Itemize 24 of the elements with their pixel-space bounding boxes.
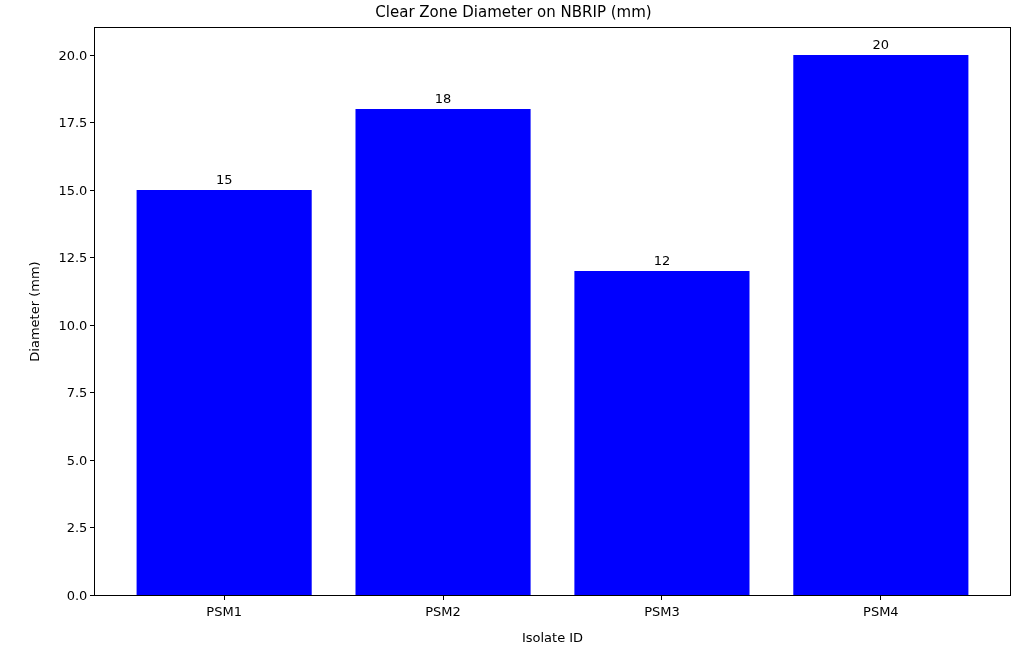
bar — [574, 271, 750, 595]
x-tick-label: PSM1 — [206, 603, 242, 619]
y-tick-label: 7.5 — [66, 385, 88, 401]
y-tick-label: 15.0 — [58, 182, 88, 198]
data-label: 12 — [653, 253, 671, 268]
data-label: 15 — [215, 172, 233, 187]
x-axis-title: Isolate ID — [521, 630, 584, 646]
x-tick-label: PSM3 — [644, 603, 680, 619]
y-tick-label: 10.0 — [58, 317, 88, 333]
y-axis-title: Diameter (mm) — [27, 261, 43, 362]
bar — [355, 109, 531, 595]
data-label: 20 — [872, 37, 890, 52]
bar — [793, 55, 969, 595]
y-tick-label: 2.5 — [66, 520, 88, 536]
y-tick-label: 0.0 — [66, 587, 88, 603]
chart-title: Clear Zone Diameter on NBRIP (mm) — [375, 3, 652, 22]
bar — [136, 190, 312, 595]
x-tick-label: PSM2 — [425, 603, 461, 619]
y-tick-label: 5.0 — [66, 452, 88, 468]
x-tick-label: PSM4 — [863, 603, 899, 619]
y-tick-label: 20.0 — [58, 47, 88, 63]
y-tick-label: 12.5 — [58, 250, 88, 266]
y-tick-label: 17.5 — [58, 115, 88, 131]
data-label: 18 — [434, 91, 452, 106]
